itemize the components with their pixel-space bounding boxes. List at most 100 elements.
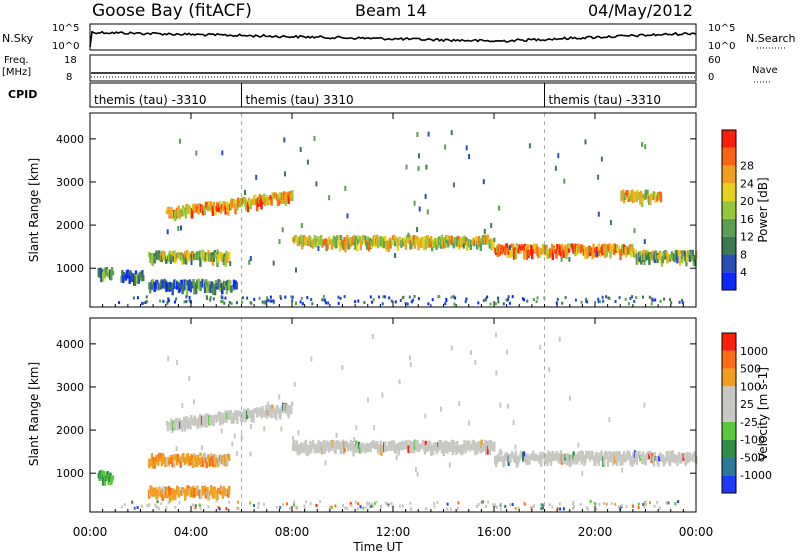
near-range-cell — [140, 504, 143, 508]
echo-cell — [466, 441, 470, 451]
near-range-cell — [610, 502, 613, 505]
echo-cell — [479, 240, 482, 251]
echo-cell — [364, 235, 367, 241]
near-range-cell — [350, 504, 353, 507]
echo-cell — [638, 450, 641, 455]
nsky-tick-low: 10^0 — [52, 41, 79, 52]
nsearch-tick-high: 10^5 — [708, 23, 735, 34]
sparse-echo-cell — [300, 223, 303, 229]
near-range-cell — [346, 507, 349, 510]
echo-cell — [309, 236, 312, 241]
near-range-cell — [681, 298, 683, 302]
echo-cell — [572, 451, 575, 460]
power-colorbar: 4 8 12 16 20 24 28 — [721, 129, 754, 291]
echo-cell — [388, 237, 391, 245]
colorbar-frame — [721, 129, 737, 291]
echo-cell — [317, 440, 320, 448]
colorbar-swatch — [722, 165, 736, 184]
echo-cell — [210, 452, 213, 457]
sparse-echo-cell — [395, 455, 398, 461]
echo-cell — [498, 249, 501, 257]
echo-cell — [533, 243, 537, 252]
sparse-echo-cell — [176, 360, 179, 365]
echo-cell — [334, 443, 337, 455]
sparse-echo-cell — [608, 417, 611, 423]
cpid-panel-frame — [89, 82, 697, 108]
echo-cell — [559, 247, 563, 257]
near-range-cell — [146, 503, 149, 507]
echo-cell — [111, 475, 115, 480]
sparse-echo-cell — [557, 153, 560, 159]
near-range-cell — [381, 302, 384, 306]
sparse-echo-cell — [416, 227, 419, 233]
colorbar-swatch — [722, 368, 736, 387]
echo-cell — [351, 441, 354, 448]
echo-cell — [148, 251, 151, 258]
near-range-cell — [371, 300, 374, 304]
x-tick-label: 20:00 — [578, 525, 613, 539]
echo-cell — [268, 198, 271, 205]
echo-cell — [646, 189, 649, 197]
near-range-cell — [607, 296, 610, 300]
echo-cell — [198, 457, 201, 464]
sparse-echo-cell — [349, 439, 352, 445]
echo-cell — [613, 451, 616, 458]
near-range-cell — [167, 299, 170, 303]
power-y-label: Slant Range [km] — [27, 158, 41, 262]
near-range-cell — [437, 295, 440, 299]
echo-cell — [170, 418, 173, 425]
sparse-echo-cell — [462, 243, 465, 249]
echo-cell — [169, 421, 172, 431]
echo-cell — [556, 244, 559, 254]
y-tick-label: 1000 — [56, 467, 84, 480]
colorbar-frame — [721, 332, 737, 494]
echo-cell — [676, 254, 679, 264]
near-range-cell — [398, 504, 401, 508]
near-range-cell — [221, 296, 224, 300]
echo-cell — [402, 237, 406, 242]
sparse-echo-cell — [272, 260, 275, 266]
echo-cell — [261, 405, 264, 411]
sparse-echo-cell — [166, 229, 169, 235]
near-range-cell — [183, 300, 186, 304]
echo-cell — [484, 439, 487, 446]
date-title: 04/May/2012 — [588, 1, 693, 20]
near-range-cell — [369, 295, 372, 299]
near-range-cell — [497, 296, 499, 300]
near-range-cell — [614, 300, 617, 303]
x-tick-label: 04:00 — [174, 525, 209, 539]
sparse-echo-cell — [373, 425, 376, 431]
echo-cell — [562, 249, 565, 258]
colorbar-swatch — [722, 236, 736, 255]
near-range-cell — [677, 500, 680, 504]
echo-cell — [157, 455, 160, 466]
echo-cell — [186, 255, 190, 263]
echo-cell — [475, 236, 478, 246]
near-range-cell — [485, 505, 487, 509]
echo-cell — [567, 243, 570, 250]
echo-cell — [439, 440, 443, 450]
near-range-cell — [548, 503, 551, 507]
echo-cell — [486, 445, 490, 455]
echo-cell — [151, 278, 155, 284]
cpid-segment-label: themis (tau) 3310 — [246, 93, 354, 107]
near-range-cell — [291, 295, 294, 299]
near-range-cell — [480, 500, 483, 504]
echo-cell — [257, 409, 261, 415]
y-tick-label: 4000 — [56, 338, 84, 351]
echo-cell — [547, 249, 550, 259]
sparse-echo-cell — [278, 239, 281, 245]
colorbar-tick-label: 1000 — [740, 345, 768, 358]
echo-cell — [204, 413, 207, 420]
sparse-echo-cell — [499, 402, 502, 408]
sparse-echo-cell — [597, 174, 600, 180]
station-title: Goose Bay (fitACF) — [92, 1, 252, 21]
near-range-cell — [665, 501, 668, 505]
echo-cell — [191, 208, 194, 219]
echo-cell — [219, 205, 223, 214]
near-range-cell — [540, 507, 543, 510]
echo-cell — [111, 271, 115, 276]
near-range-cell — [375, 500, 378, 504]
freq-label: Freq. — [4, 55, 29, 66]
colorbar-swatch — [722, 457, 736, 476]
